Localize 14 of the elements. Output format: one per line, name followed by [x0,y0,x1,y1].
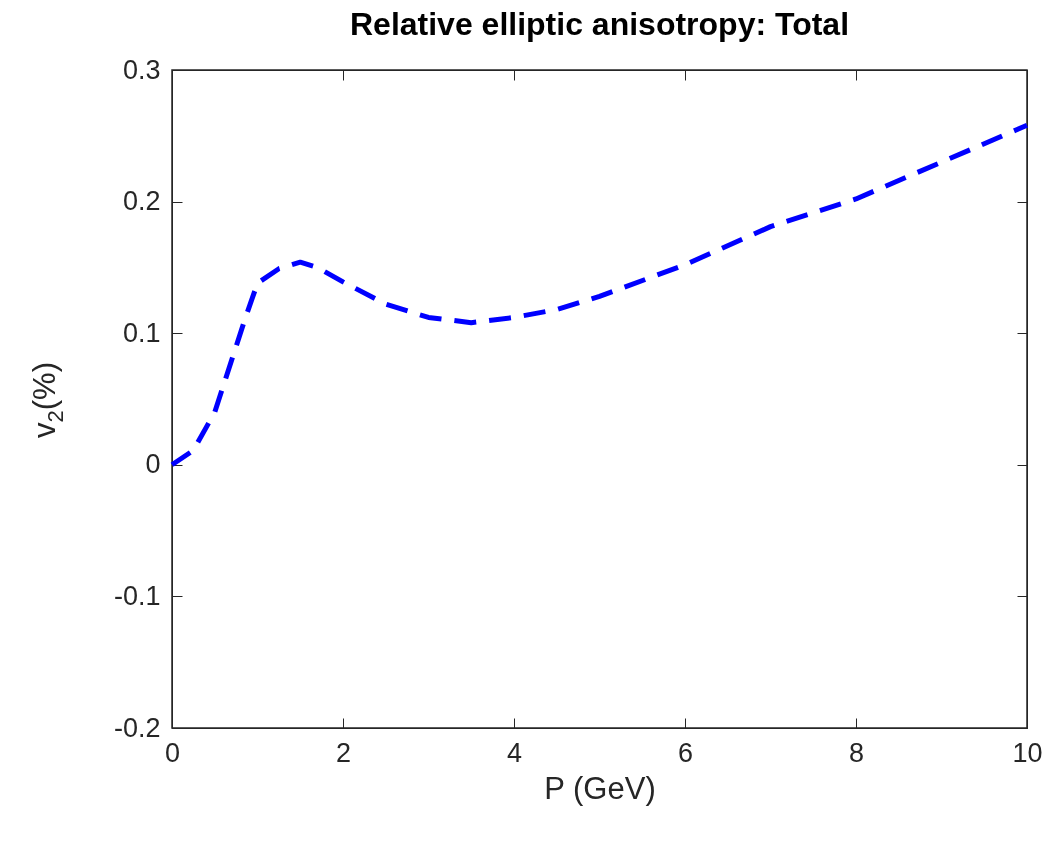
x-tick-label: 2 [335,737,352,768]
y-tick-label: 0.3 [122,54,161,85]
x-tick-label: 10 [1012,737,1043,768]
y-tick-label: 0 [145,449,161,480]
y-tick-label: 0.1 [122,317,161,348]
y-tick-label: -0.1 [113,580,161,611]
x-tick-label: 0 [164,737,181,768]
x-tick-label: 4 [506,737,523,768]
x-tick-label: 6 [677,737,694,768]
y-tick-label: -0.2 [113,712,161,743]
x-tick-label: 8 [848,737,865,768]
chart-title: Relative elliptic anisotropy: Total [349,6,850,42]
x-axis-title: P (GeV) [544,770,656,806]
y-tick-label: 0.2 [122,186,161,217]
